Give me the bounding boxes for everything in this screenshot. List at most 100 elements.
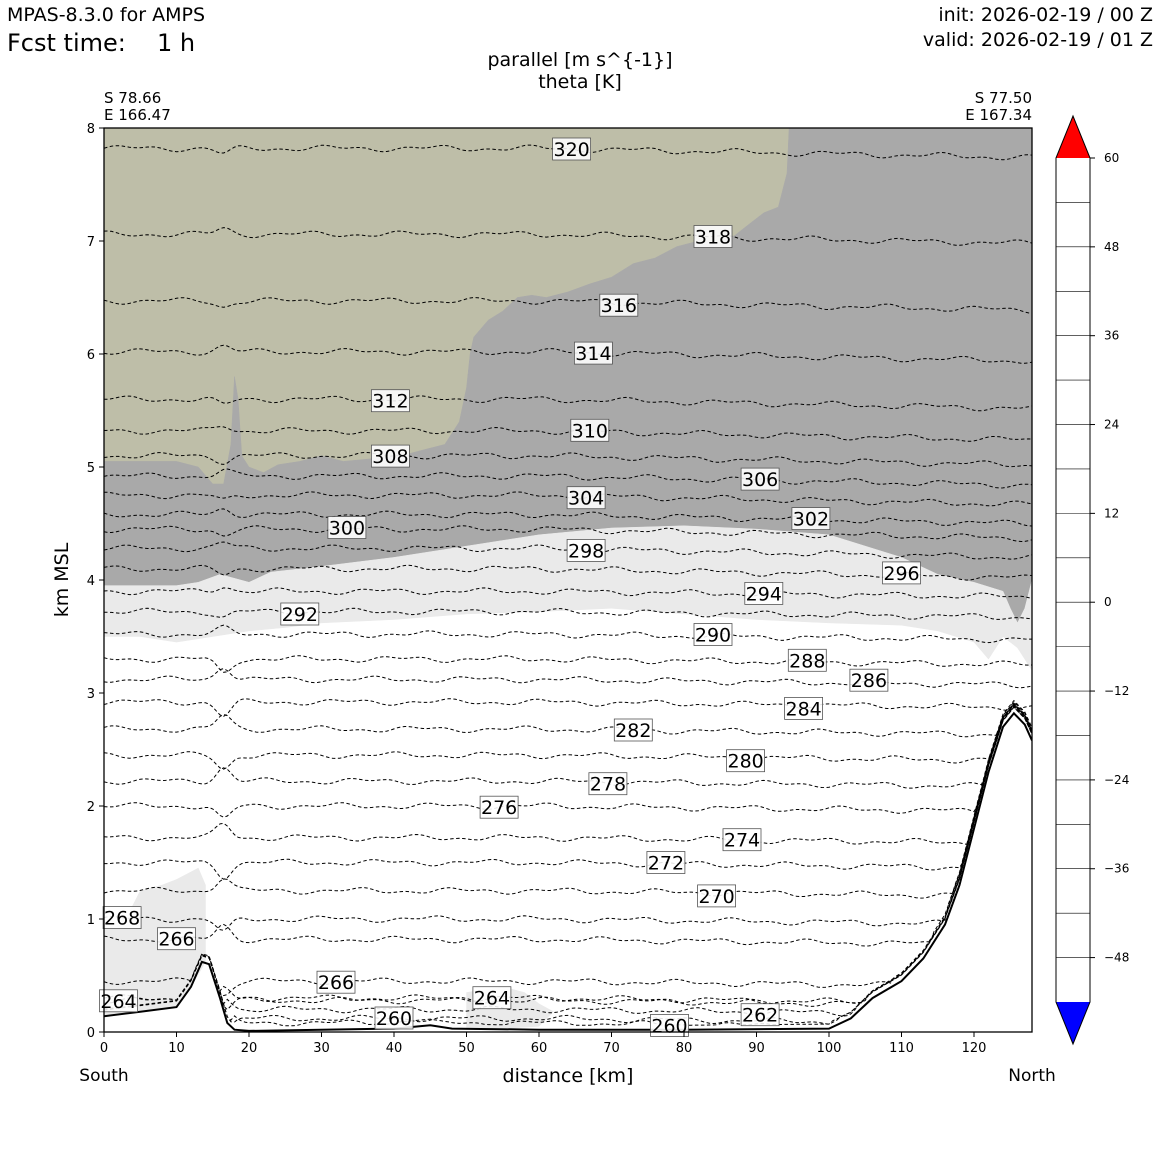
contour-label-box	[570, 418, 610, 442]
contour-label: 282	[613, 718, 653, 742]
axis-layer: 0 10 20 30 40 50 60 70 80 90 100 110 120 0 1 2 3 4 5 6 7 8	[87, 122, 987, 1056]
theta-contour-line	[104, 541, 1032, 560]
y-tick-label: 6	[87, 348, 95, 363]
y-tick-label: 0	[87, 1026, 95, 1041]
theta-contour-line	[104, 426, 1032, 442]
theta-contour-line	[104, 701, 1032, 931]
x-tick-label: 40	[386, 1041, 403, 1056]
contour-label: 266	[157, 927, 196, 951]
contour-label: 268	[102, 906, 142, 930]
contour-label-text: 312	[372, 391, 408, 413]
theta-contour-line	[104, 587, 1032, 599]
y-tick-label: 5	[87, 461, 95, 476]
colorbar-tick-label: −12	[1104, 684, 1129, 698]
contour-label-box	[102, 906, 142, 929]
contour-label: 292	[280, 602, 320, 626]
contour-label-box	[552, 137, 591, 161]
theta-contour-line	[104, 703, 1032, 818]
theta-contour-line	[104, 705, 1032, 1017]
contour-label-text: 262	[742, 1005, 778, 1027]
contour-label-layer: 320 318 316 314 312 310 308 306 304 302 300 298 296 2…	[99, 137, 921, 1037]
x-tick-label: 100	[817, 1041, 842, 1056]
contour-label-text: 282	[615, 720, 651, 742]
x-tick-label: 30	[313, 1041, 330, 1056]
colorbar-tick-label: −36	[1104, 862, 1129, 876]
theta-contour-line	[104, 706, 1032, 1027]
contour-label: 264	[472, 986, 512, 1010]
contour-label-box	[566, 486, 606, 510]
contour-label-box	[472, 986, 512, 1010]
contour-label-text: 280	[727, 751, 763, 773]
contour-label-box	[280, 602, 320, 626]
chart-title-line2: theta [K]	[538, 71, 622, 93]
colorbar-tick-label: −48	[1104, 951, 1129, 965]
contour-label-text: 294	[746, 583, 782, 605]
theta-contour-line	[104, 703, 1032, 789]
right-endpoint-lat: S 77.50	[974, 89, 1032, 107]
contour-label-text: 284	[785, 698, 821, 720]
contour-label-text: 268	[104, 908, 140, 930]
theta-contour-line	[104, 607, 1032, 620]
x-tick-label: 60	[531, 1041, 548, 1056]
contour-label-box	[740, 1003, 780, 1027]
theta-contour-line	[104, 451, 1032, 468]
contour-label: 260	[650, 1014, 689, 1037]
colorbar-tick-label: 48	[1104, 240, 1119, 254]
contour-label-box	[99, 989, 138, 1013]
theta-contour-line	[104, 705, 1032, 1011]
contour-label-box	[613, 718, 653, 742]
x-tick-label: 110	[889, 1041, 914, 1056]
theta-contour-line	[104, 703, 1032, 880]
colorbar-tick-label: −24	[1104, 773, 1129, 787]
contour-label-box	[697, 884, 736, 908]
colorbar-extend-low	[1056, 1002, 1090, 1044]
theta-contour-layer	[104, 144, 1032, 1027]
contour-label: 276	[479, 795, 519, 819]
contour-label-box	[784, 697, 823, 720]
contour-label: 288	[787, 648, 827, 672]
contour-label-box	[744, 582, 784, 605]
theta-contour-line	[104, 703, 1032, 738]
contour-label-box	[370, 389, 410, 413]
contour-label-text: 260	[651, 1015, 687, 1037]
contour-label-text: 272	[648, 853, 684, 875]
contour-label: 262	[740, 1003, 780, 1027]
chart-title-line1: parallel [m s^{-1}]	[487, 49, 673, 71]
contour-label: 306	[740, 467, 780, 491]
contour-label-text: 320	[553, 139, 589, 161]
contour-label-box	[787, 648, 827, 672]
contour-label-box	[791, 507, 831, 530]
contour-label: 266	[316, 970, 356, 994]
colorbar-tick-label: 60	[1104, 151, 1119, 165]
y-tick-label: 3	[87, 687, 95, 702]
valid-time: valid: 2026-02-19 / 01 Z	[922, 29, 1153, 51]
contour-label: 284	[784, 697, 823, 720]
contour-label-text: 306	[742, 469, 778, 491]
contour-label: 304	[566, 486, 606, 510]
y-tick-label: 2	[87, 800, 95, 815]
contour-label-text: 276	[481, 797, 517, 819]
south-label: South	[79, 1066, 129, 1086]
colorbar-outline	[1055, 114, 1091, 1046]
theta-contour-line	[104, 525, 1032, 543]
colorbar-tick-label: 36	[1104, 329, 1119, 343]
contour-label-text: 314	[575, 343, 611, 365]
contour-label-text: 308	[372, 446, 408, 468]
colorbar: 60 48 36 24 12 0 −12 −24 −36 −48	[1055, 114, 1129, 1046]
theta-contour-line	[104, 508, 1032, 527]
contour-label: 318	[693, 225, 733, 249]
theta-contour-line	[104, 704, 1032, 997]
contour-label-text: 264	[100, 991, 136, 1013]
contour-label-text: 298	[568, 540, 604, 562]
theta-contour-line	[104, 624, 1032, 644]
contour-label-text: 274	[724, 830, 760, 852]
contour-label: 264	[99, 989, 138, 1013]
contour-label-box	[574, 341, 613, 365]
contour-label-box	[849, 668, 889, 692]
theta-contour-line	[104, 703, 1032, 845]
contour-label: 312	[370, 389, 410, 413]
contour-label-box	[693, 225, 733, 248]
y-tick-label: 4	[87, 574, 95, 589]
contour-label-text: 270	[698, 886, 734, 908]
x-tick-label: 70	[603, 1041, 620, 1056]
